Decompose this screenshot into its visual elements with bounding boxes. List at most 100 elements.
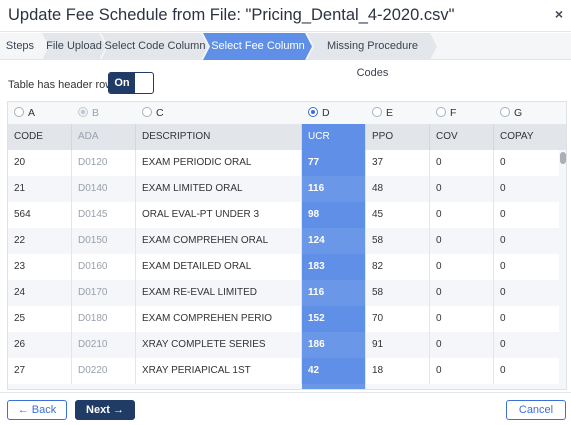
cell-ada: D0145: [72, 202, 136, 228]
cell-ppo: 91: [366, 332, 430, 358]
column-radio-c[interactable]: C: [142, 107, 164, 119]
cell-ada: D0210: [72, 332, 136, 358]
cell-ada: D0140: [72, 176, 136, 202]
cell-cov: 0: [430, 176, 494, 202]
column-header-code: CODE: [8, 124, 72, 150]
table-row: 25 D0180 EXAM COMPREHEN PERIO 152 70 0 0: [8, 306, 566, 332]
next-button[interactable]: Next →: [75, 400, 135, 420]
step-select-fee-column[interactable]: Select Fee Column: [211, 40, 305, 52]
cell-description: ORAL EVAL-PT UNDER 3: [136, 202, 302, 228]
arrow-left-icon: ←: [17, 404, 29, 416]
table-row: 23 D0160 EXAM DETAILED ORAL 183 82 0 0: [8, 254, 566, 280]
step-file-upload[interactable]: File Upload: [46, 40, 102, 52]
cancel-button[interactable]: Cancel: [506, 400, 566, 420]
cell-cov: 0: [430, 358, 494, 384]
table-row: 564 D0145 ORAL EVAL-PT UNDER 3 98 45 0 0: [8, 202, 566, 228]
table-row: 27 D0220 XRAY PERIAPICAL 1ST 42 18 0 0: [8, 358, 566, 384]
cell-cov: 0: [430, 254, 494, 280]
cell-code: 20: [8, 150, 72, 176]
cell-copay: 0: [500, 339, 506, 350]
cell-code: 24: [8, 280, 72, 306]
step-bg-file-upload: [42, 33, 106, 60]
cell-cov: 0: [430, 280, 494, 306]
cell-description: EXAM COMPREHEN PERIO: [136, 306, 302, 332]
cell-ppo: 58: [366, 280, 430, 306]
cell-code: 26: [8, 332, 72, 358]
cell-ppo: 45: [366, 202, 430, 228]
radio-icon: [78, 107, 88, 117]
header-row-label: Table has header row: [8, 79, 114, 91]
dialog-titlebar: Update Fee Schedule from File: "Pricing_…: [0, 0, 571, 32]
cell-ucr: 77: [302, 150, 366, 176]
cell-copay: 0: [500, 287, 506, 298]
cell-ada: D0120: [72, 150, 136, 176]
cell-copay: 0: [500, 183, 506, 194]
radio-icon: [14, 107, 24, 117]
header-row-toggle[interactable]: On: [108, 72, 154, 94]
table-scrollbar[interactable]: [559, 150, 566, 389]
cell-ucr: 186: [302, 332, 366, 358]
cell-code: 27: [8, 358, 72, 384]
cell-copay: 0: [500, 261, 506, 272]
cell-ppo: 18: [366, 358, 430, 384]
column-header-copay: COPAY: [500, 131, 534, 142]
cell-ppo: 37: [366, 150, 430, 176]
cell-code: 23: [8, 254, 72, 280]
cell-description: EXAM COMPREHEN ORAL: [136, 228, 302, 254]
radio-icon: [372, 107, 382, 117]
dialog-title: Update Fee Schedule from File: "Pricing_…: [8, 6, 455, 24]
back-button[interactable]: ← Back: [7, 400, 67, 420]
cell-ada: D0160: [72, 254, 136, 280]
cell-cov: 0: [430, 150, 494, 176]
scrollbar-thumb[interactable]: [560, 152, 566, 164]
cell-ucr-partial: [302, 384, 366, 389]
column-radio-g[interactable]: G: [500, 107, 522, 119]
column-radio-b: B: [78, 107, 99, 119]
cell-ucr: 124: [302, 228, 366, 254]
column-radio-e[interactable]: E: [372, 107, 393, 119]
table-body: 20 D0120 EXAM PERIODIC ORAL 77 37 0 0 21…: [8, 150, 566, 389]
close-icon[interactable]: ×: [554, 6, 563, 22]
cell-description: EXAM PERIODIC ORAL: [136, 150, 302, 176]
cell-ppo: 82: [366, 254, 430, 280]
step-bg-missing-codes: [307, 33, 437, 60]
cell-ppo: 70: [366, 306, 430, 332]
cell-ucr: 42: [302, 358, 366, 384]
cell-description: EXAM LIMITED ORAL: [136, 176, 302, 202]
radio-icon: [500, 107, 510, 117]
table-row: 22 D0150 EXAM COMPREHEN ORAL 124 58 0 0: [8, 228, 566, 254]
column-header-ppo: PPO: [366, 124, 430, 150]
column-header-cov: COV: [430, 124, 494, 150]
cell-copay: 0: [500, 313, 506, 324]
cell-copay: 0: [500, 235, 506, 246]
cell-ada: D0220: [72, 358, 136, 384]
column-radio-f[interactable]: F: [436, 107, 456, 119]
step-bg-select-code: [101, 33, 208, 60]
cell-cov: 0: [430, 228, 494, 254]
step-select-code-column[interactable]: Select Code Column: [104, 40, 206, 52]
arrow-right-icon: →: [112, 404, 124, 416]
steps-chevrons: [42, 33, 437, 60]
cell-ucr: 152: [302, 306, 366, 332]
cell-ucr: 116: [302, 280, 366, 306]
cell-cov: 0: [430, 306, 494, 332]
cell-description: XRAY PERIAPICAL 1ST: [136, 358, 302, 384]
table-row: 21 D0140 EXAM LIMITED ORAL 116 48 0 0: [8, 176, 566, 202]
cell-ucr: 116: [302, 176, 366, 202]
radio-icon: [142, 107, 152, 117]
cell-ada: D0170: [72, 280, 136, 306]
csv-preview-grid: A B C D E F G CODE ADA DESCRIPTION UCR P…: [7, 101, 567, 390]
wizard-steps: Steps File Upload Select Code Column Sel…: [0, 33, 571, 79]
cell-copay: 0: [500, 365, 506, 376]
column-header-description: DESCRIPTION: [136, 124, 302, 150]
cell-description: XRAY COMPLETE SERIES: [136, 332, 302, 358]
cell-ucr: 183: [302, 254, 366, 280]
toggle-on-label: On: [109, 73, 135, 93]
cell-ada: D0180: [72, 306, 136, 332]
cell-description: EXAM DETAILED ORAL: [136, 254, 302, 280]
step-bg-select-fee: [203, 33, 312, 60]
column-radio-a[interactable]: A: [14, 107, 35, 119]
column-radio-d[interactable]: D: [308, 107, 330, 119]
step-missing-procedure-codes[interactable]: Missing Procedure Codes: [326, 40, 419, 79]
cell-ada: D0150: [72, 228, 136, 254]
